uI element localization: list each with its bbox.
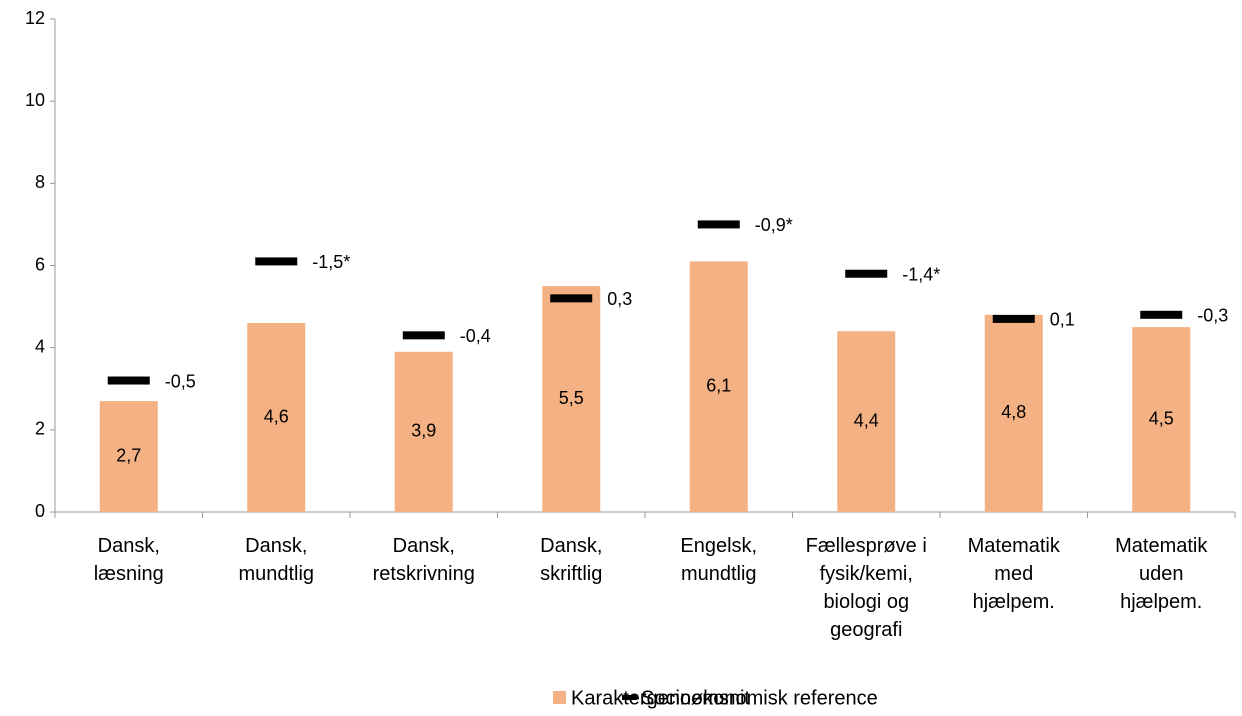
y-tick-label: 0 xyxy=(35,501,45,521)
reference-marker xyxy=(845,269,888,278)
annotation: -0,5 xyxy=(165,371,196,391)
bar-value-label: 5,5 xyxy=(559,388,584,408)
y-tick-label: 2 xyxy=(35,419,45,439)
y-tick-label: 6 xyxy=(35,254,45,274)
legend-swatch xyxy=(622,695,637,700)
y-tick-label: 10 xyxy=(25,90,45,110)
bar-value-label: 3,9 xyxy=(411,421,436,441)
bar xyxy=(247,323,306,512)
x-tick-label: Dansk, retskrivning xyxy=(372,535,475,585)
bar xyxy=(689,261,748,512)
reference-marker xyxy=(697,220,740,229)
reference-marker xyxy=(402,331,445,340)
bar-value-label: 6,1 xyxy=(706,375,731,395)
bar-value-label: 2,7 xyxy=(116,445,141,465)
bar xyxy=(394,351,453,512)
annotation: 0,3 xyxy=(607,289,632,309)
bar xyxy=(99,401,158,512)
y-tick-label: 4 xyxy=(35,336,45,356)
annotation: -1,5* xyxy=(312,252,350,272)
y-tick-label: 12 xyxy=(25,8,45,28)
bar-value-label: 4,5 xyxy=(1149,408,1174,428)
reference-marker xyxy=(107,376,150,385)
reference-marker xyxy=(992,314,1035,323)
x-tick-label: Fællesprøve i fysik/kemi, biologi og geo… xyxy=(805,535,927,641)
legend-label: Socioøkonomisk reference xyxy=(641,687,878,709)
reference-marker xyxy=(550,294,593,303)
bar xyxy=(1132,327,1191,512)
x-tick-label: Dansk, mundtlig xyxy=(238,535,315,585)
x-tick-label: Matematik med hjælpem. xyxy=(967,535,1060,613)
bar-value-label: 4,8 xyxy=(1001,402,1026,422)
annotation: -0,4 xyxy=(460,326,491,346)
bar xyxy=(837,331,896,512)
x-tick-label: Engelsk, mundtlig xyxy=(680,535,758,585)
annotation: -0,3 xyxy=(1197,306,1228,326)
annotation: 0,1 xyxy=(1050,310,1075,330)
legend-swatch xyxy=(553,691,566,704)
bar-value-label: 4,6 xyxy=(264,406,289,426)
annotation: -1,4* xyxy=(902,264,940,284)
annotation: -0,9* xyxy=(755,215,793,235)
reference-marker xyxy=(1140,310,1183,319)
y-tick-label: 8 xyxy=(35,172,45,192)
bar xyxy=(542,286,601,512)
x-tick-label: Dansk, læsning xyxy=(93,535,164,585)
x-tick-label: Matematik uden hjælpem. xyxy=(1115,535,1208,613)
bar-value-label: 4,4 xyxy=(854,410,879,430)
legend-label: Karaktergennemsnit xyxy=(571,687,750,709)
bar xyxy=(984,314,1043,512)
x-tick-label: Dansk, skriftlig xyxy=(540,535,603,585)
reference-marker xyxy=(255,257,298,266)
